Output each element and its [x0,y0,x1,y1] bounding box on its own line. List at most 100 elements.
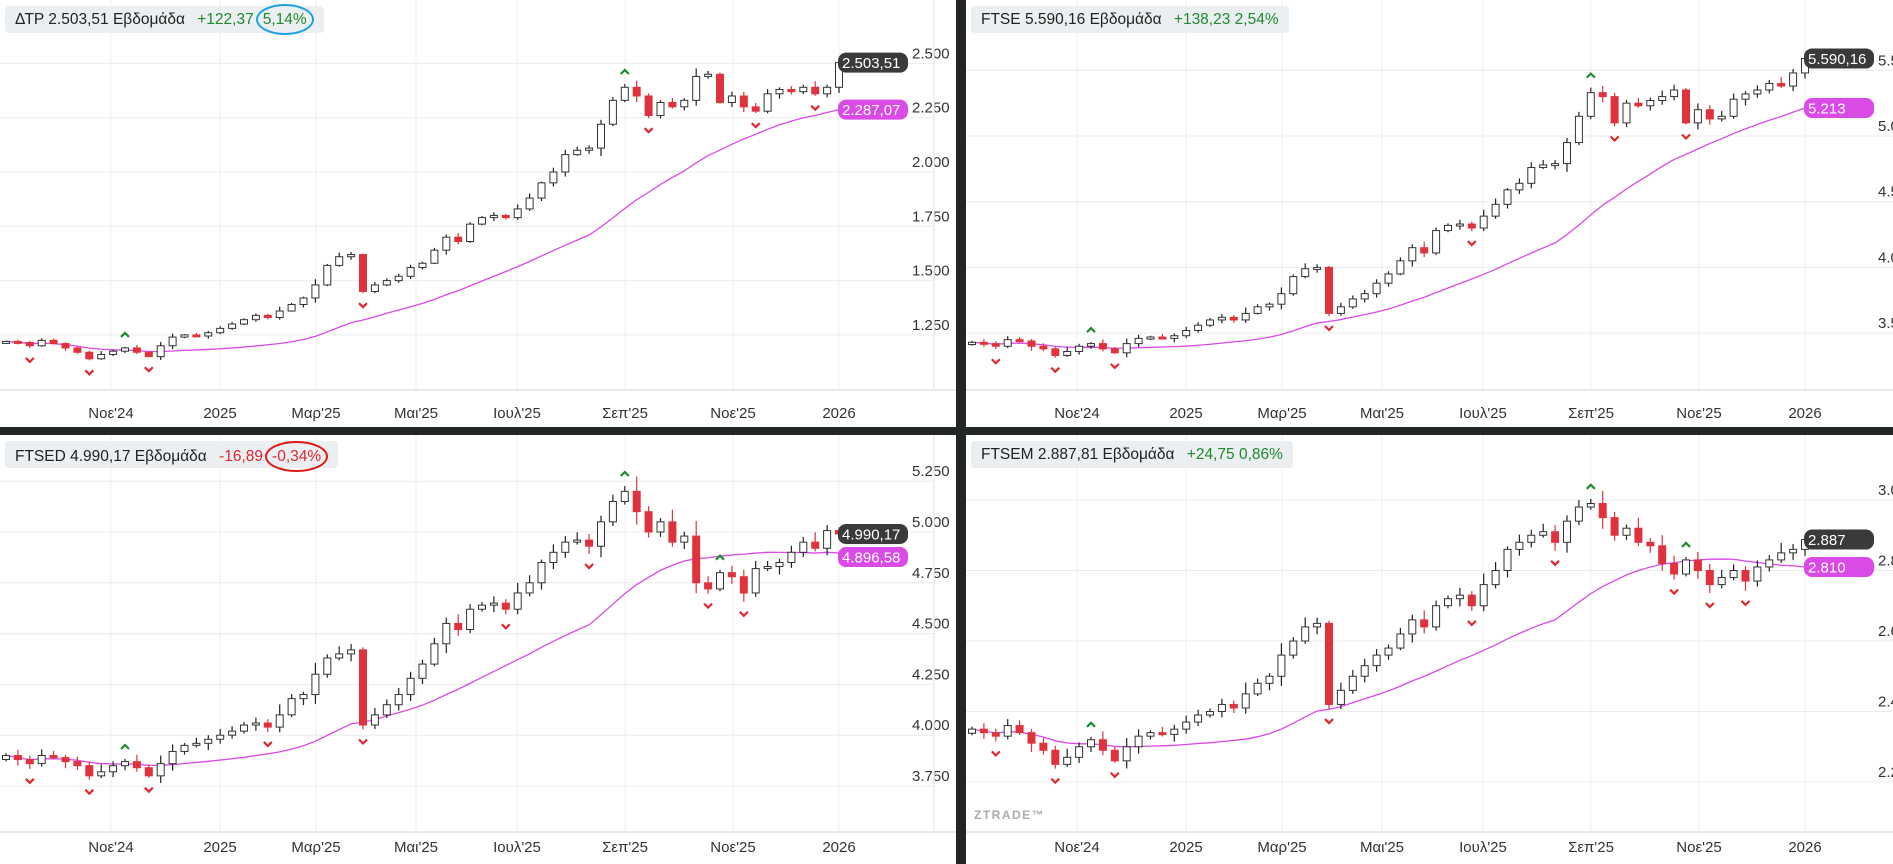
candle-up [1146,336,1155,340]
candle-up [1503,548,1512,571]
time-axis-label: Σεπ'25 [602,405,648,422]
candle-up [1432,605,1441,628]
last-price-tag: 2.503,51 [842,55,900,72]
candle-up [1432,230,1441,254]
candle-down [979,341,988,345]
time-axis-label: Νοε'24 [88,839,133,856]
candle-up [240,724,248,732]
candle-down [811,541,820,549]
ma-price-tag-bg [838,99,908,120]
time-axis-label: Μαρ'25 [1257,405,1306,422]
candle-up [394,275,403,282]
price-axis-label: 4.000 [912,717,950,734]
candle-up [299,694,308,700]
candle-up [775,88,784,95]
candle-up [228,323,237,329]
symbol: FTSED [15,448,66,465]
candle-down [1325,622,1333,705]
candlestick-chart[interactable]: 5.500 5.000 4.500 4.000 3.500 Νοε'24 2025 Μαρ'2… [966,0,1893,427]
candle-up [1170,335,1179,339]
symbol: FTSEM [981,446,1034,463]
candle-down [61,757,70,763]
candle-up [656,101,665,117]
signal-down-chevron-icon [1609,135,1620,143]
candle-down [13,340,22,344]
candle-up [109,765,118,773]
time-axis-label: Ιουλ'25 [1459,839,1507,856]
candle-up [1444,598,1452,607]
candle-up [1789,72,1798,87]
signal-down-chevron-icon [750,122,761,129]
signal-down-chevron-icon [643,127,654,134]
candle-down [454,622,463,631]
signal-down-chevron-icon [1740,600,1751,607]
price-axis-label: 3.000 [1878,482,1893,499]
chart-panel-ftsed[interactable]: FTSED 4.990,17 Εβδομάδα -16,89 -0,34% 5.2… [0,435,956,864]
price-axis-label: 2.800 [1878,553,1893,570]
candle-up [97,771,106,777]
candle-down [1098,739,1107,751]
last-price-tag: 2.887 [1808,532,1846,549]
candle-up [1289,640,1298,656]
candle-down [1158,732,1167,736]
candle-down [644,511,653,533]
candle-down [13,755,22,761]
signal-down-chevron-icon [1110,363,1120,370]
candle-down [751,106,760,112]
candle-up [561,154,570,173]
signal-down-chevron-icon [263,741,273,748]
candle-down [1670,562,1679,575]
chart-panel-ftse[interactable]: FTSE 5.590,16 Εβδομάδα +138,23 2,54% 5. 5… [966,0,1893,427]
candle-up [1396,260,1405,275]
candle-up [775,561,784,568]
candle-down [1777,82,1786,87]
candle-up [525,582,534,594]
candle-up [1194,714,1203,723]
candle-down [1646,541,1655,547]
change-percent: 2,54% [1234,11,1279,28]
candle-down [1610,517,1619,536]
candle-up [430,249,439,264]
candle-up [251,722,260,726]
time-axis-label: 2025 [1169,839,1202,856]
candlestick-chart[interactable]: 2.500 2.250 2.000 1.750 1.500 1.250 Νοε'24 2025… [0,0,956,427]
candle-up [656,521,665,533]
signal-up-chevron-icon [620,68,630,75]
candle-up [608,99,617,125]
candle-up [1348,298,1357,308]
candle-up [1455,594,1464,600]
candle-up [466,223,475,243]
candlestick-chart[interactable]: 3.000 2.800 2.600 2.400 2.200 Νοε'24 2025 Μαρ'2… [966,435,1893,864]
candle-up [513,592,522,610]
candle-down [1158,336,1167,340]
candle-up [1265,675,1274,684]
candle-up [1777,552,1786,561]
candle-up [478,604,486,610]
candle-up [1122,343,1131,354]
time-axis-label: Μαρ'25 [1257,839,1306,856]
time-axis-label: Μαι'25 [1360,405,1404,422]
price-axis-label: 2.600 [1878,623,1893,640]
candle-down [704,582,713,590]
candle-down [1110,348,1119,354]
candle-up [1372,282,1381,295]
candle-up [1348,675,1357,691]
candle-up [1075,345,1084,352]
candle-up [2,755,10,760]
signal-down-chevron-icon [501,623,511,630]
candle-down [1551,531,1560,543]
candle-up [1622,527,1631,536]
candle-up [1455,223,1464,227]
candle-up [1182,329,1191,337]
candle-down [61,343,70,349]
candle-down [263,722,272,728]
chart-panel-ftsem[interactable]: FTSEM 2.887,81 Εβδομάδα +24,75 0,86% ZTR… [966,435,1893,864]
ma-price-tag: 2.810 [1808,559,1846,576]
chart-panel-dtr[interactable]: ΔΤΡ 2.503,51 Εβδομάδα +122,37 5,14% 2.500… [0,0,956,427]
candle-up [573,149,582,156]
candle-up [1586,503,1595,508]
signal-down-chevron-icon [84,788,95,796]
candlestick-chart[interactable]: 5.250 5.000 4.750 4.500 4.250 4.000 3.750 Νοε'2… [0,435,956,864]
candle-down [1110,749,1119,762]
candle-up [1217,703,1226,713]
